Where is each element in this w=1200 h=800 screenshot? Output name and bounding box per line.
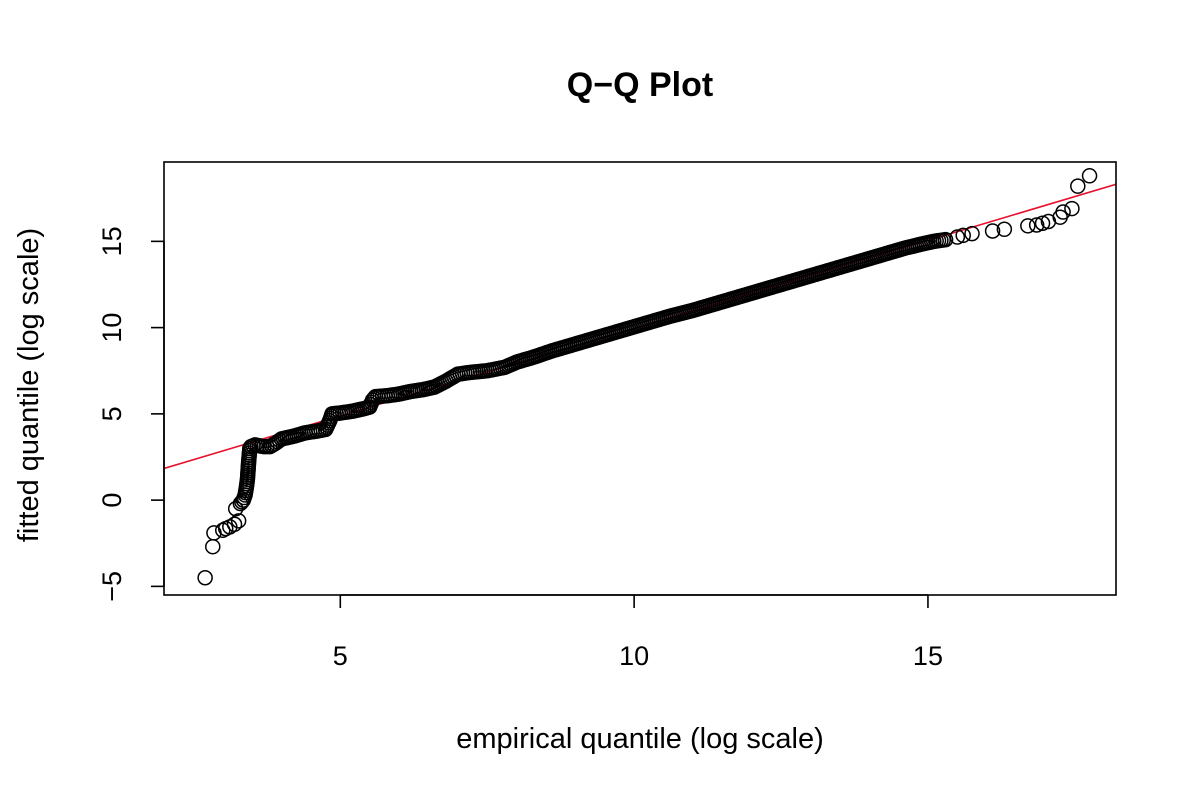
y-axis: −5 0 5 10 15 xyxy=(97,226,165,602)
data-point xyxy=(996,221,1013,238)
data-point xyxy=(197,569,213,586)
data-point xyxy=(949,229,966,245)
data-point xyxy=(937,231,954,248)
data-point xyxy=(1055,204,1071,220)
x-axis-title: empirical quantile (log scale) xyxy=(456,723,824,755)
points-layer xyxy=(197,168,1098,586)
data-point xyxy=(955,227,971,244)
data-point xyxy=(1081,168,1098,184)
data-point xyxy=(230,513,247,529)
y-axis-title: fitted quantile (log scale) xyxy=(13,228,45,542)
data-point xyxy=(1052,209,1068,225)
chart-title: Q−Q Plot xyxy=(567,66,713,104)
data-point xyxy=(226,516,243,533)
x-axis: 5 10 15 xyxy=(333,594,943,671)
data-point xyxy=(205,538,221,555)
y-tick-label: −5 xyxy=(97,571,127,602)
data-point xyxy=(1070,178,1086,194)
data-point xyxy=(1034,215,1051,231)
data-point xyxy=(1020,218,1036,234)
y-tick-label: 10 xyxy=(97,313,127,343)
x-tick-label: 5 xyxy=(333,641,348,671)
x-tick-label: 10 xyxy=(619,641,649,671)
data-point xyxy=(1064,200,1080,217)
data-point xyxy=(1028,217,1045,233)
x-tick-label: 15 xyxy=(913,641,943,671)
data-point xyxy=(964,225,980,242)
data-point xyxy=(984,223,1001,239)
y-tick-label: 5 xyxy=(97,406,127,421)
y-tick-label: 15 xyxy=(97,226,127,256)
y-tick-label: 0 xyxy=(97,493,127,508)
